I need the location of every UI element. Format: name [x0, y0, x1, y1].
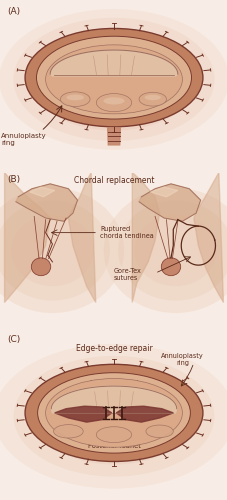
Polygon shape: [51, 386, 176, 413]
Text: (C): (C): [7, 335, 20, 344]
Polygon shape: [54, 406, 111, 422]
Ellipse shape: [103, 98, 124, 104]
Ellipse shape: [144, 94, 160, 100]
Text: Annuloplasty
ring: Annuloplasty ring: [1, 133, 47, 146]
Polygon shape: [107, 128, 120, 145]
Polygon shape: [150, 187, 177, 197]
Text: Anterior leaflet: Anterior leaflet: [89, 380, 138, 386]
Ellipse shape: [0, 344, 227, 488]
Text: Edge-to-edge repair: Edge-to-edge repair: [75, 344, 152, 353]
Polygon shape: [5, 172, 50, 302]
Ellipse shape: [0, 9, 227, 150]
Ellipse shape: [14, 356, 213, 476]
Ellipse shape: [118, 200, 227, 300]
Ellipse shape: [134, 215, 216, 286]
Ellipse shape: [96, 94, 131, 112]
Ellipse shape: [145, 425, 173, 438]
Text: (A): (A): [7, 7, 20, 16]
Polygon shape: [68, 172, 95, 302]
Ellipse shape: [34, 368, 193, 464]
Ellipse shape: [25, 364, 202, 462]
Ellipse shape: [45, 378, 182, 447]
Text: Ruptured
chorda tendinea: Ruptured chorda tendinea: [100, 226, 153, 239]
Ellipse shape: [161, 258, 180, 276]
Text: Gore-Tex
sutures: Gore-Tex sutures: [114, 268, 141, 281]
Polygon shape: [30, 187, 54, 197]
Text: Posterior leaflet: Posterior leaflet: [87, 444, 140, 450]
Ellipse shape: [36, 36, 191, 119]
Ellipse shape: [138, 92, 166, 106]
Polygon shape: [116, 406, 173, 422]
Text: Chordal replacement: Chordal replacement: [73, 176, 154, 184]
Ellipse shape: [11, 215, 93, 286]
Ellipse shape: [13, 18, 214, 141]
Ellipse shape: [66, 94, 84, 100]
Ellipse shape: [60, 92, 90, 106]
Polygon shape: [132, 172, 159, 302]
Polygon shape: [16, 184, 77, 221]
Ellipse shape: [96, 426, 131, 442]
Ellipse shape: [37, 372, 190, 453]
Polygon shape: [138, 184, 200, 221]
Ellipse shape: [45, 45, 182, 114]
Ellipse shape: [0, 188, 124, 313]
Ellipse shape: [0, 200, 109, 300]
Ellipse shape: [31, 258, 51, 276]
Ellipse shape: [25, 28, 202, 127]
Text: (B): (B): [7, 175, 20, 184]
Polygon shape: [193, 172, 222, 302]
Text: Annuloplasty
ring: Annuloplasty ring: [160, 352, 203, 366]
Ellipse shape: [30, 28, 197, 130]
Ellipse shape: [53, 424, 83, 438]
Polygon shape: [50, 50, 177, 76]
Ellipse shape: [103, 188, 227, 313]
